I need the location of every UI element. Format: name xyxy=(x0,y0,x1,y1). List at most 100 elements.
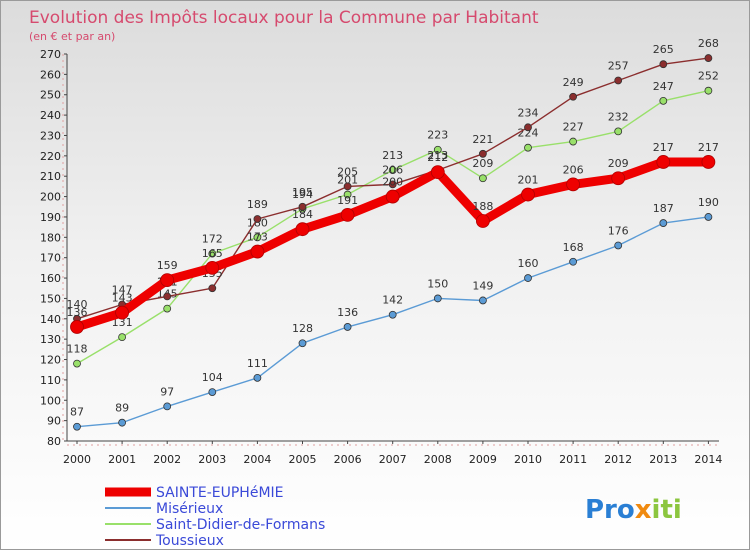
data-label: 201 xyxy=(337,174,358,187)
data-point xyxy=(569,257,577,266)
data-point xyxy=(614,76,623,85)
data-point xyxy=(250,244,265,259)
data-point xyxy=(704,86,713,95)
y-tick-label: 80 xyxy=(47,435,61,448)
data-point xyxy=(569,92,577,101)
data-point xyxy=(208,388,217,397)
data-label: 247 xyxy=(653,80,674,93)
x-tick-label: 2005 xyxy=(289,453,317,466)
data-point xyxy=(478,174,487,183)
data-label: 89 xyxy=(115,402,129,415)
legend-label: Saint-Didier-de-Formans xyxy=(156,517,325,533)
y-tick-label: 220 xyxy=(40,150,61,163)
data-label: 87 xyxy=(70,406,84,419)
y-tick-label: 240 xyxy=(40,109,61,122)
data-point xyxy=(704,213,713,221)
data-label: 143 xyxy=(112,292,133,305)
y-tick-label: 230 xyxy=(40,129,61,142)
series-2: 1181311451721801942012132232092242272322… xyxy=(67,70,719,368)
data-point xyxy=(524,143,532,152)
data-label: 206 xyxy=(382,163,403,176)
data-point xyxy=(569,137,577,146)
y-tick-label: 130 xyxy=(40,333,61,346)
data-point xyxy=(614,127,623,136)
data-point xyxy=(433,294,442,303)
data-label: 232 xyxy=(608,110,629,123)
data-label: 227 xyxy=(563,121,584,134)
y-tick-label: 120 xyxy=(40,354,61,367)
data-point xyxy=(659,219,668,227)
logo-part: x xyxy=(635,495,652,525)
data-label: 128 xyxy=(292,322,313,335)
data-label: 136 xyxy=(67,306,88,319)
data-point xyxy=(160,273,175,287)
data-point xyxy=(298,202,307,211)
data-label: 136 xyxy=(337,306,358,319)
data-label: 249 xyxy=(563,76,584,89)
x-tick-label: 2014 xyxy=(694,453,722,466)
data-point xyxy=(656,155,671,169)
data-point xyxy=(163,292,172,301)
series-1: 87 89 97 104 111 128 136 142 150 149 160 168 176 187 1… xyxy=(70,196,719,431)
legend: SAINTE-EUPHéMIEMisérieuxSaint-Didier-de-… xyxy=(105,485,325,549)
data-point xyxy=(566,177,580,192)
data-point xyxy=(611,171,626,186)
data-label: 97 xyxy=(160,385,174,398)
data-point xyxy=(614,241,623,250)
x-tick-label: 2001 xyxy=(108,453,136,466)
data-label: 147 xyxy=(112,284,133,297)
data-point xyxy=(704,54,713,62)
data-label: 191 xyxy=(337,194,358,207)
data-label: 118 xyxy=(67,343,88,356)
data-point xyxy=(343,190,352,199)
data-label: 142 xyxy=(382,294,403,307)
y-tick-label: 140 xyxy=(40,313,61,326)
y-tick-label: 180 xyxy=(40,231,61,244)
x-tick-label: 2008 xyxy=(424,453,452,466)
data-label: 188 xyxy=(472,200,493,213)
data-label: 257 xyxy=(608,59,629,72)
data-label: 195 xyxy=(292,186,313,199)
x-tick-label: 2009 xyxy=(469,453,497,466)
data-label: 140 xyxy=(67,298,88,311)
data-label: 265 xyxy=(653,43,674,56)
data-point xyxy=(343,323,352,331)
data-point xyxy=(659,60,668,69)
data-label: 173 xyxy=(247,231,268,244)
data-label: 168 xyxy=(563,241,584,254)
chart-subtitle: (en € et par an) xyxy=(29,30,115,43)
data-label: 201 xyxy=(518,174,539,187)
data-label: 217 xyxy=(698,141,719,154)
data-point xyxy=(343,182,352,191)
data-label: 200 xyxy=(382,176,403,189)
data-point xyxy=(659,96,668,105)
data-point xyxy=(478,149,487,158)
data-point xyxy=(205,260,220,275)
x-tick-label: 2010 xyxy=(514,453,542,466)
y-tick-label: 270 xyxy=(40,48,61,61)
chart-title: Evolution des Impôts locaux pour la Comm… xyxy=(29,8,539,28)
data-label: 150 xyxy=(427,277,448,290)
x-tick-label: 2007 xyxy=(379,453,407,466)
x-tick-label: 2004 xyxy=(243,453,271,466)
data-label: 213 xyxy=(382,149,403,162)
y-tick-label: 160 xyxy=(40,272,61,285)
data-label: 104 xyxy=(202,371,223,384)
data-point xyxy=(433,145,442,154)
data-point xyxy=(701,155,716,169)
data-label: 111 xyxy=(247,357,268,370)
legend-label: Misérieux xyxy=(156,501,223,517)
data-label: 190 xyxy=(698,196,719,209)
x-tick-label: 2013 xyxy=(649,453,677,466)
data-point xyxy=(295,222,310,237)
x-tick-label: 2012 xyxy=(604,453,632,466)
data-point xyxy=(163,304,172,313)
x-tick-label: 2002 xyxy=(153,453,181,466)
data-point xyxy=(253,233,262,242)
logo-part: Pro xyxy=(585,495,635,525)
data-label: 189 xyxy=(247,198,268,211)
data-label: 194 xyxy=(292,188,313,201)
data-point xyxy=(475,214,490,228)
legend-label: Toussieux xyxy=(155,533,224,549)
